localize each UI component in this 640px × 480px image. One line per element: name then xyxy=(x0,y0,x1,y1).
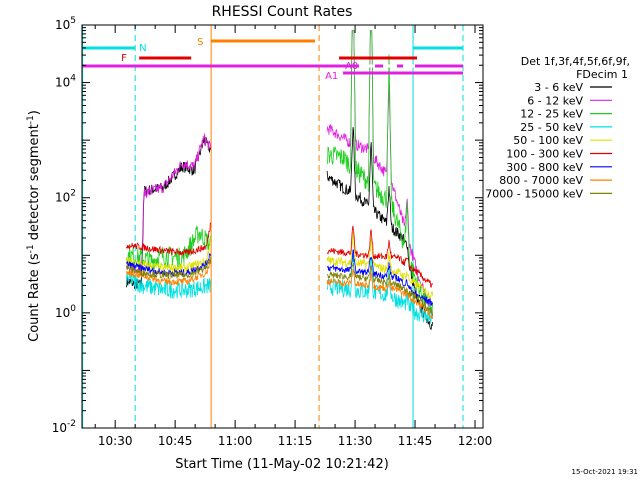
flag-label-s: S xyxy=(197,37,203,48)
legend: Det 1f,3f,4f,5f,6f,9f, FDecim 1 3 - 6 ke… xyxy=(485,55,630,200)
x-tick-label: 11:30 xyxy=(338,434,373,448)
series-line xyxy=(326,225,433,288)
series-line xyxy=(326,127,433,330)
chart-title: RHESSI Count Rates xyxy=(212,4,353,20)
flag-label-a1: A1 xyxy=(325,71,338,82)
x-tick-label: 11:15 xyxy=(278,434,313,448)
legend-label: 300 - 800 keV xyxy=(506,161,583,174)
legend-label: 12 - 25 keV xyxy=(520,108,583,121)
series-line xyxy=(326,231,433,300)
series-line xyxy=(326,263,433,317)
footer-date: 15-Oct-2021 19:31 xyxy=(572,468,638,476)
x-tick-label: 11:45 xyxy=(398,434,433,448)
series-line xyxy=(326,30,433,315)
y-tick-label: 104 xyxy=(55,74,76,90)
series-line xyxy=(326,249,433,306)
series-line xyxy=(126,256,212,280)
series-line xyxy=(326,252,433,324)
y-tick-label: 102 xyxy=(55,189,76,205)
series-line xyxy=(326,268,433,319)
y-axis-label: Count Rate (s-1 detector segment-1) xyxy=(26,110,42,342)
flag-label-n: N xyxy=(139,43,146,54)
x-axis-label: Start Time (11-May-02 10:21:42) xyxy=(175,457,389,472)
series-line xyxy=(326,30,433,316)
series-6-12-kev xyxy=(126,30,433,316)
legend-label: 3 - 6 keV xyxy=(534,81,583,94)
legend-label: 800 - 7000 keV xyxy=(499,174,583,187)
x-tick-label: 12:00 xyxy=(458,434,493,448)
x-tick-label: 11:00 xyxy=(218,434,253,448)
legend-label: 50 - 100 keV xyxy=(513,134,583,147)
legend-label: 100 - 300 keV xyxy=(506,148,583,161)
legend-label: 6 - 12 keV xyxy=(527,94,583,107)
flag-label-f: F xyxy=(121,53,127,64)
series-100-300-kev xyxy=(126,222,433,288)
legend-label: 25 - 50 keV xyxy=(520,121,583,134)
series-line xyxy=(126,270,212,299)
series-25-50-kev xyxy=(126,252,433,324)
legend-header-line1: Det 1f,3f,4f,5f,6f,9f, xyxy=(521,55,630,68)
series-line xyxy=(126,222,212,257)
series-50-100-kev xyxy=(126,231,433,300)
legend-header-line2: FDecim 1 xyxy=(576,68,628,81)
y-tick-label: 100 xyxy=(55,304,76,320)
y-tick-label: 10-2 xyxy=(52,419,76,435)
series-7000-15000-kev xyxy=(126,256,433,317)
x-tick-label: 10:30 xyxy=(98,434,133,448)
series-line xyxy=(126,237,211,274)
y-tick-label: 105 xyxy=(55,16,76,32)
plot-frame xyxy=(81,24,484,429)
flag-label-a0: A0 xyxy=(345,61,358,72)
legend-label: 7000 - 15000 keV xyxy=(485,187,583,200)
series-line xyxy=(126,133,212,275)
x-tick-label: 10:45 xyxy=(158,434,193,448)
